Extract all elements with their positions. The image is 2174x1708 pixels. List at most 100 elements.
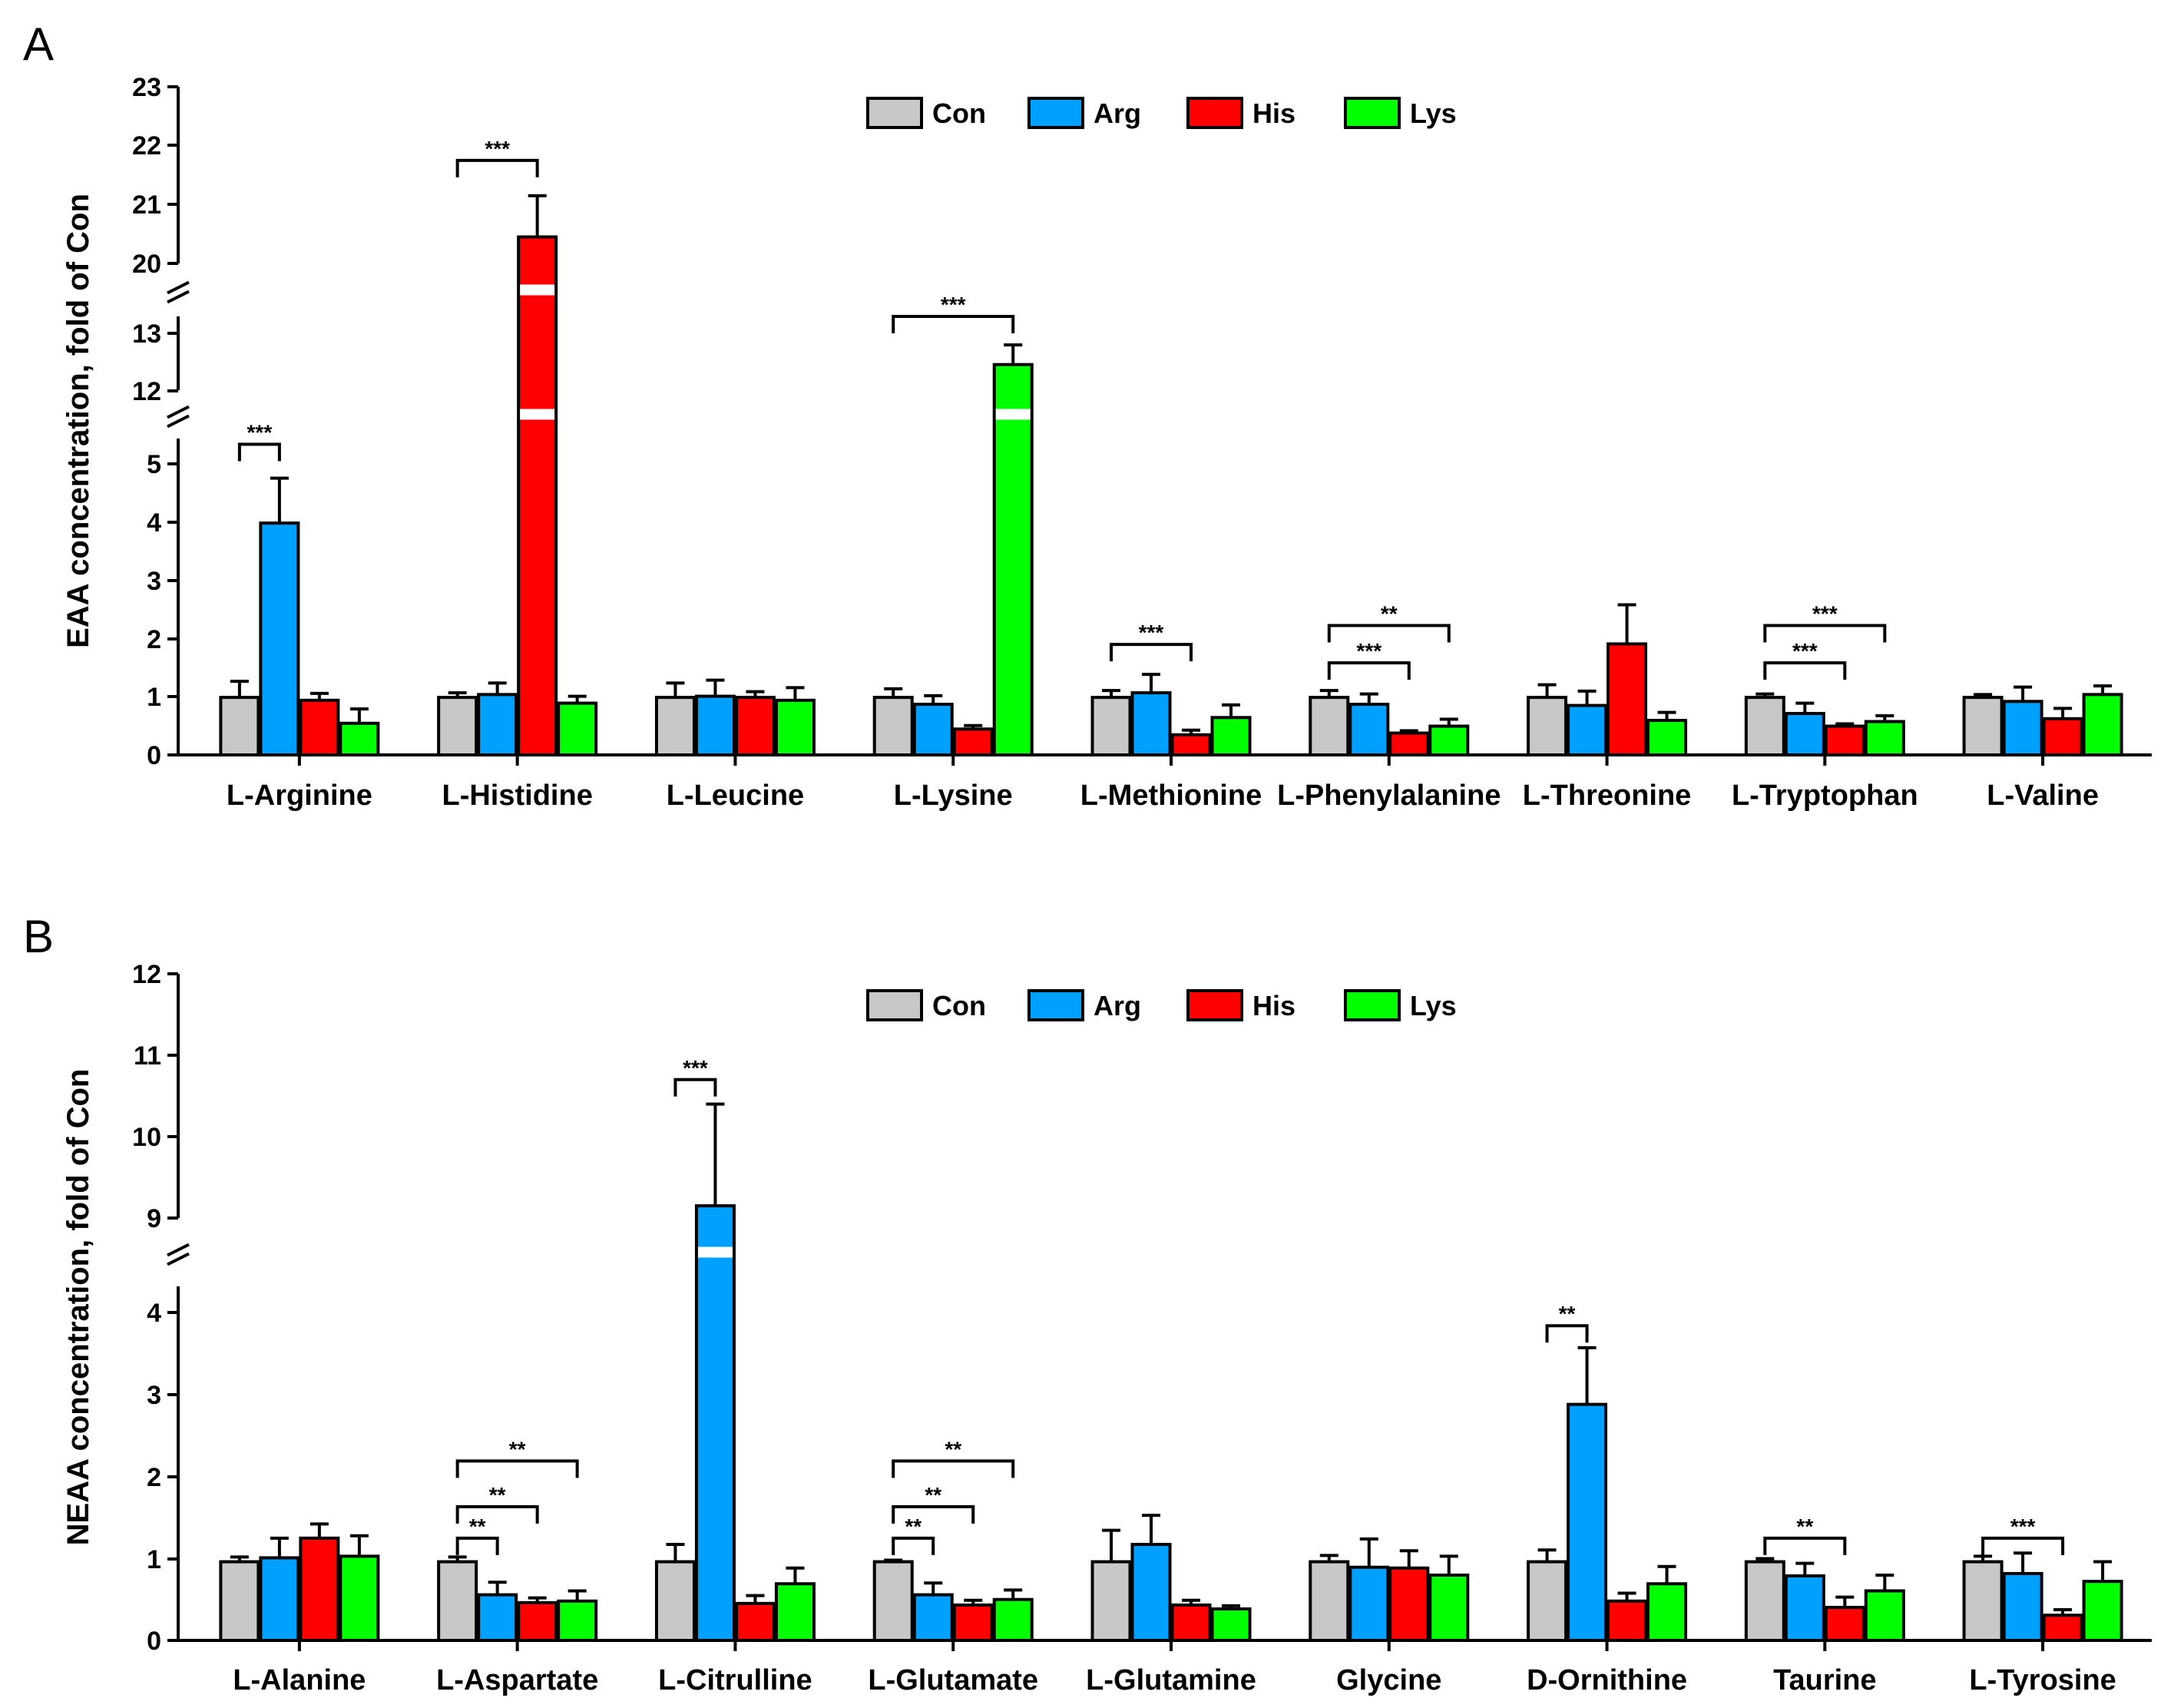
significance-label: ** — [509, 1437, 526, 1461]
bar-lys — [992, 362, 1034, 756]
significance-bracket — [455, 1536, 499, 1555]
y-tick-label: 2 — [147, 625, 161, 654]
significance-bracket — [1981, 1536, 2065, 1555]
bar-lys — [557, 1599, 598, 1643]
bar-his — [299, 1536, 340, 1643]
significance-label: ** — [1559, 1302, 1576, 1326]
bar-arg — [1130, 691, 1172, 757]
axis-break-mark — [167, 280, 190, 295]
bar-arg — [477, 1593, 518, 1643]
bar-his — [299, 698, 340, 756]
significance-label: ** — [1796, 1514, 1813, 1538]
bar-break-gap — [520, 284, 555, 296]
significance-bracket — [892, 1504, 975, 1524]
bar-his — [1607, 642, 1648, 757]
category-label: L-Glutamine — [1086, 1664, 1256, 1696]
bar-con — [654, 696, 696, 756]
significance-bracket — [892, 315, 1015, 333]
significance-label: ** — [905, 1514, 922, 1538]
legend-swatch-his — [1186, 97, 1243, 129]
bar-his — [1824, 724, 1865, 757]
bar-lys — [557, 701, 598, 757]
bar-lys — [774, 698, 816, 756]
legend-swatch-con — [866, 97, 923, 129]
y-tick-label: 21 — [132, 190, 161, 220]
bar-arg — [1130, 1543, 1172, 1643]
bar-arg — [1348, 703, 1390, 757]
legend-swatch-his — [1186, 989, 1243, 1021]
legend-swatch-arg — [1027, 97, 1084, 129]
bar-his — [952, 727, 994, 756]
y-tick-label: 3 — [147, 567, 161, 596]
category-label: L-Histidine — [442, 780, 593, 812]
significance-bracket — [1763, 661, 1847, 680]
significance-label: *** — [485, 137, 510, 161]
bar-con — [1962, 696, 2004, 756]
significance-bracket — [237, 442, 281, 462]
bar-con — [1962, 1560, 2004, 1642]
bar-his — [734, 696, 776, 756]
bar-arg — [1784, 1574, 1825, 1643]
category-label: L-Leucine — [667, 780, 804, 812]
bar-his — [1607, 1599, 1648, 1643]
significance-bracket — [455, 1459, 579, 1478]
significance-label: *** — [1139, 621, 1164, 644]
y-tick-label: 22 — [132, 131, 161, 161]
legend-label: His — [1252, 98, 1295, 129]
panel-label: B — [23, 911, 54, 962]
significance-bracket — [892, 1536, 935, 1555]
significance-bracket — [455, 1504, 539, 1524]
bar-con — [654, 1560, 696, 1642]
significance-label: *** — [941, 293, 966, 316]
significance-label: ** — [945, 1437, 961, 1461]
bar-lys — [1646, 1582, 1688, 1642]
y-axis-label: EAA concentration, fold of Con — [61, 194, 95, 648]
bar-his — [1824, 1605, 1865, 1643]
bar-his — [517, 1600, 558, 1642]
bar-his — [1388, 731, 1430, 756]
significance-label: ** — [1381, 601, 1398, 625]
bar-arg — [912, 703, 954, 757]
axis-break-mark — [167, 1252, 190, 1266]
significance-label: ** — [489, 1483, 506, 1507]
category-label: Taurine — [1773, 1664, 1876, 1696]
y-tick-label: 12 — [132, 377, 161, 406]
y-tick-label: 5 — [147, 450, 161, 479]
bar-his — [734, 1601, 776, 1642]
significance-bracket — [673, 1077, 717, 1097]
significance-bracket — [455, 158, 539, 177]
y-tick-label: 11 — [134, 1041, 161, 1071]
bar-lys — [2082, 693, 2123, 757]
legend-label: Arg — [1094, 990, 1141, 1021]
bar-con — [1309, 1560, 1350, 1642]
category-label: D-Ornithine — [1527, 1664, 1687, 1696]
bar-break-gap — [697, 1246, 733, 1258]
category-label: L-Threonine — [1523, 780, 1692, 812]
significance-bracket — [1545, 1324, 1589, 1343]
y-tick-label: 20 — [132, 250, 161, 279]
bar-lys — [1428, 1573, 1470, 1643]
y-tick-label: 1 — [147, 1545, 161, 1574]
bar-lys — [1210, 716, 1252, 756]
bar-his — [2042, 717, 2083, 756]
category-label: L-Tyrosine — [1969, 1664, 2116, 1696]
bar-con — [872, 1560, 914, 1642]
category-label: L-Aspartate — [436, 1664, 598, 1696]
bar-con — [1527, 1560, 1568, 1642]
significance-bracket — [1327, 661, 1411, 680]
bar-his — [952, 1603, 994, 1642]
bar-break-gap — [995, 409, 1031, 420]
category-label: L-Phenylalanine — [1277, 780, 1501, 812]
panel-label: A — [23, 18, 54, 70]
bar-lys — [339, 721, 380, 756]
y-tick-label: 0 — [147, 1627, 161, 1656]
bar-lys — [774, 1582, 816, 1642]
y-tick-label: 2 — [147, 1463, 161, 1492]
y-tick-label: 4 — [147, 1299, 161, 1328]
category-label: L-Citrulline — [658, 1664, 812, 1696]
y-tick-label: 12 — [132, 960, 161, 989]
bar-con — [1090, 1560, 1132, 1642]
axis-break-mark — [167, 290, 190, 304]
